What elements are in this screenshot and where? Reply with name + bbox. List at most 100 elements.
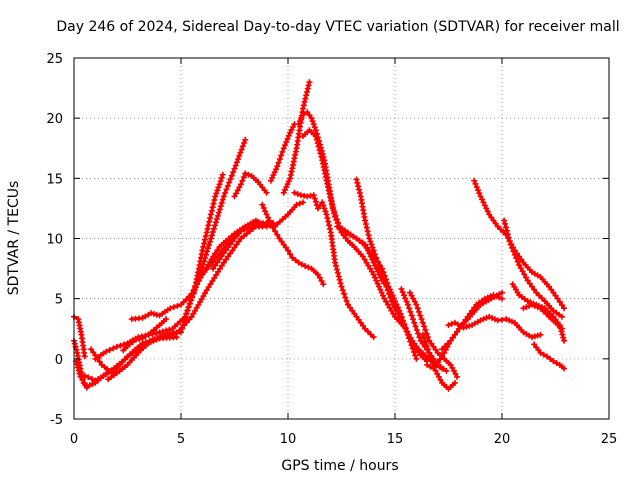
data-point bbox=[342, 294, 349, 301]
data-point bbox=[490, 217, 497, 224]
data-point bbox=[432, 346, 439, 353]
data-point bbox=[354, 179, 361, 186]
data-point bbox=[516, 261, 523, 268]
data-point bbox=[306, 112, 313, 119]
data-point bbox=[441, 349, 448, 356]
data-point bbox=[432, 362, 439, 369]
data-point bbox=[496, 294, 503, 301]
data-point bbox=[81, 380, 88, 387]
data-point bbox=[481, 202, 488, 209]
data-point bbox=[370, 271, 377, 278]
data-point bbox=[546, 283, 553, 290]
data-point bbox=[355, 316, 362, 323]
data-point bbox=[506, 238, 513, 245]
x-tick-label: 25 bbox=[601, 432, 618, 447]
data-point bbox=[302, 263, 309, 270]
data-point bbox=[444, 340, 451, 347]
data-point bbox=[450, 367, 457, 374]
data-point bbox=[230, 169, 237, 176]
data-point bbox=[295, 259, 302, 266]
data-point bbox=[368, 268, 375, 275]
data-point bbox=[462, 316, 469, 323]
x-tick-label: 5 bbox=[177, 432, 185, 447]
y-tick-label: 20 bbox=[46, 112, 63, 127]
data-point bbox=[209, 278, 216, 285]
data-point bbox=[489, 314, 496, 321]
data-point bbox=[398, 314, 405, 321]
data-point bbox=[504, 231, 511, 238]
data-point bbox=[182, 314, 189, 321]
data-point bbox=[406, 289, 413, 296]
data-point bbox=[480, 199, 487, 206]
data-point bbox=[229, 247, 236, 254]
data-point bbox=[208, 232, 215, 239]
data-point bbox=[110, 345, 117, 352]
data-point bbox=[201, 240, 208, 247]
data-point bbox=[278, 238, 285, 245]
data-point bbox=[79, 377, 86, 384]
data-point bbox=[350, 233, 357, 240]
data-point bbox=[363, 259, 370, 266]
data-point bbox=[232, 162, 239, 169]
data-point bbox=[311, 195, 318, 202]
data-point bbox=[278, 152, 285, 159]
data-point bbox=[319, 199, 326, 206]
data-point bbox=[397, 311, 404, 318]
data-point bbox=[283, 138, 290, 145]
data-point bbox=[426, 349, 433, 356]
data-point bbox=[326, 225, 333, 232]
series-arc17 bbox=[291, 189, 377, 341]
data-point bbox=[322, 208, 329, 215]
data-point bbox=[263, 189, 270, 196]
data-point bbox=[279, 148, 286, 155]
data-point bbox=[430, 343, 437, 350]
data-point bbox=[479, 196, 486, 203]
data-point bbox=[291, 189, 298, 196]
data-point bbox=[85, 374, 92, 381]
data-point bbox=[223, 186, 230, 193]
data-point bbox=[154, 334, 161, 341]
x-tick-label: 10 bbox=[280, 432, 297, 447]
data-point bbox=[148, 337, 155, 344]
data-point bbox=[522, 274, 529, 281]
data-point bbox=[167, 305, 174, 312]
data-point bbox=[403, 328, 410, 335]
data-point bbox=[488, 214, 495, 221]
data-point bbox=[280, 241, 287, 248]
data-point bbox=[188, 294, 195, 301]
data-point bbox=[364, 228, 371, 235]
data-point bbox=[237, 181, 244, 188]
data-point bbox=[418, 316, 425, 323]
data-point bbox=[306, 79, 313, 86]
data-point bbox=[374, 280, 381, 287]
data-point bbox=[204, 225, 211, 232]
data-point bbox=[309, 118, 316, 125]
data-point bbox=[81, 372, 88, 379]
data-point bbox=[338, 283, 345, 290]
data-point bbox=[447, 361, 454, 368]
data-point bbox=[262, 208, 269, 215]
data-point bbox=[216, 181, 223, 188]
data-point bbox=[507, 241, 514, 248]
data-point bbox=[477, 317, 484, 324]
data-point bbox=[299, 111, 306, 118]
data-point bbox=[510, 248, 517, 255]
data-point bbox=[215, 184, 222, 191]
data-point bbox=[387, 289, 394, 296]
series-arc32 bbox=[520, 301, 565, 332]
y-tick-label: -5 bbox=[50, 413, 63, 428]
data-point bbox=[533, 289, 540, 296]
data-point bbox=[206, 238, 213, 245]
data-point bbox=[543, 353, 550, 360]
data-point bbox=[166, 326, 173, 333]
series-arc11 bbox=[190, 171, 226, 296]
data-point bbox=[437, 376, 444, 383]
data-point bbox=[126, 341, 133, 348]
data-point bbox=[410, 348, 417, 355]
data-point bbox=[320, 281, 327, 288]
data-point bbox=[179, 325, 186, 332]
data-point bbox=[476, 190, 483, 197]
x-tick-label: 20 bbox=[494, 432, 511, 447]
data-point bbox=[511, 251, 518, 258]
x-axis-label: GPS time / hours bbox=[281, 458, 398, 474]
